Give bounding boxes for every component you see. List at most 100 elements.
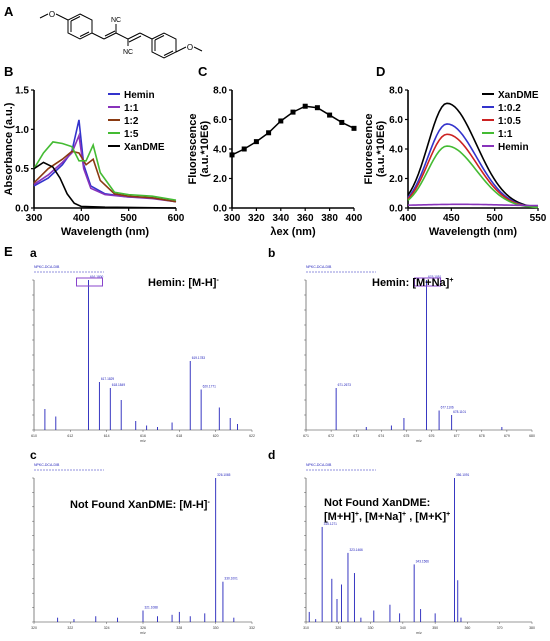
exc-x-tick-label: 380: [321, 213, 338, 224]
sub-letter-d: d: [268, 448, 276, 462]
chemical-structure: O NC NC O: [39, 10, 203, 59]
em-y-tick-label: 4.0: [389, 145, 403, 156]
em-y-tick-label: 2.0: [389, 174, 403, 185]
isocyanide-label-top: NC: [111, 17, 121, 24]
exc-point-2: [253, 139, 259, 145]
msb-x-tick-label: 676: [429, 434, 435, 438]
msa-x-tick-label: 618: [176, 434, 182, 438]
mass-spectrum-a: NPKC-DCA-DIB 610 612 614 616 618 620 622 m/z 616.…: [31, 265, 255, 443]
exc-point-5: [290, 109, 296, 115]
panel-letter-b: B: [4, 64, 14, 79]
msd-x-tick-label: 330: [368, 626, 374, 630]
abs-y-axis-label: Absorbance (a.u.): [3, 102, 15, 195]
abs-y-tick-label: 0.5: [15, 164, 29, 175]
chart-absorbance: 300 400 500 600 0.0 0.5 1.0 1.5 Wavelength (nm) A…: [3, 86, 185, 239]
msa-header: NPKC-DCA-DIB: [34, 265, 60, 269]
msa-peak-label-4: 620.1771: [203, 385, 217, 389]
em-legend-label-2: 1:0.5: [498, 116, 521, 127]
msd-header: NPKC-DCA-DIB: [306, 463, 332, 467]
em-series-line-4: [407, 203, 539, 207]
msb-x-tick-label: 678: [479, 434, 485, 438]
em-legend-label-4: Hemin: [498, 142, 529, 153]
em-y-tick-label: 8.0: [389, 86, 403, 97]
em-legend-label-1: 1:0.2: [498, 103, 521, 114]
em-series-line-3: [407, 145, 539, 209]
em-y-axis-label: Fluorescence: [363, 114, 375, 185]
msd-x-tick-label: 350: [432, 626, 438, 630]
msd-x-unit: m/z: [416, 631, 422, 635]
abs-x-tick-label: 500: [120, 213, 137, 224]
msc-x-tick-label: 324: [104, 626, 110, 630]
msd-title-part-0: +: [355, 511, 359, 518]
abs-legend-label-0: Hemin: [124, 90, 155, 101]
msa-x-tick-label: 622: [249, 434, 255, 438]
exc-point-10: [351, 125, 357, 131]
exc-point-7: [314, 105, 320, 111]
msb-title-sup: +: [449, 277, 453, 284]
msa-x-unit: m/z: [140, 439, 146, 443]
chart-excitation: 300 320 340 360 380 400 0.0 2.0 4.0 6.0 8.0 λex (nm…: [187, 86, 363, 239]
msb-x-tick-label: 680: [529, 434, 535, 438]
oxygen-label-left: O: [49, 10, 55, 19]
msd-x-tick-label: 340: [400, 626, 406, 630]
msa-peak-label-1: 617.1829: [101, 377, 115, 381]
msc-x-tick-label: 320: [31, 626, 37, 630]
msc-peak-label-2: 330.1001: [224, 577, 238, 581]
abs-y-tick-label: 1.0: [15, 125, 29, 136]
msa-title: Hemin: [M-H]-: [148, 277, 219, 289]
exc-point-3: [266, 130, 272, 136]
msc-peak-label-1: 326.1065: [217, 473, 231, 477]
msb-peak-label-3: 678.1101: [453, 410, 466, 414]
exc-x-tick-label: 300: [224, 213, 241, 224]
msb-x-tick-label: 679: [504, 434, 510, 438]
msc-x-tick-label: 326: [140, 626, 146, 630]
exc-y-tick-label: 2.0: [213, 174, 227, 185]
msb-peak-label-1: 676.1051: [428, 275, 442, 279]
oxygen-label-right: O: [187, 43, 193, 52]
msd-x-tick-label: 380: [529, 626, 535, 630]
em-x-tick-label: 550: [530, 213, 547, 224]
exc-y-tick-label: 6.0: [213, 115, 227, 126]
abs-series-line-3: [33, 141, 177, 201]
msb-title: Hemin: [M+Na]+: [372, 277, 453, 289]
msc-header: NPKC-DCA-DIB: [34, 463, 60, 467]
msb-x-tick-label: 677: [454, 434, 460, 438]
abs-legend-label-4: XanDME: [124, 142, 165, 153]
msb-peak-label-2: 677.1106: [441, 406, 454, 410]
abs-x-tick-label: 400: [73, 213, 90, 224]
em-y-tick-label: 6.0: [389, 115, 403, 126]
em-y-axis-label-units: (a.u.*10E6): [375, 121, 387, 178]
isocyanide-label-bottom: NC: [123, 49, 133, 56]
msd-title: Not Found XanDME:: [324, 497, 430, 509]
panel-letter-c: C: [198, 64, 208, 79]
msb-header: NPKC-DCA-DIB: [306, 265, 332, 269]
em-legend-label-3: 1:1: [498, 129, 513, 140]
msa-peak-label-0: 616.1800: [90, 275, 104, 279]
msa-x-tick-label: 614: [104, 434, 110, 438]
abs-legend-label-1: 1:1: [124, 103, 139, 114]
exc-y-axis-label: Fluorescence: [187, 114, 199, 185]
msb-peak-label-0: 671.2673: [338, 383, 352, 387]
em-x-tick-label: 400: [400, 213, 417, 224]
exc-x-axis-label: λex (nm): [270, 226, 316, 238]
abs-legend-label-3: 1:5: [124, 129, 139, 140]
msc-x-tick-label: 328: [176, 626, 182, 630]
msd-title-line2: [M+H]+, [M+Na]+ , [M+K]+: [324, 511, 450, 523]
sub-letter-b: b: [268, 246, 276, 260]
msc-peak-label-0: 321.1088: [145, 605, 159, 609]
abs-series-line-4: [33, 161, 177, 209]
mass-spectrum-d: NPKC-DCA-DIB 310 320 330 340 350 360 370 380 m/z 3…: [303, 463, 535, 635]
msd-x-tick-label: 360: [465, 626, 471, 630]
msa-peak-label-2: 618.1849: [112, 383, 126, 387]
abs-x-tick-label: 600: [168, 213, 185, 224]
exc-point-8: [327, 112, 333, 118]
msd-title-part-2: +: [402, 511, 406, 518]
em-legend-label-0: XanDME: [498, 90, 539, 101]
msd-x-tick-label: 320: [335, 626, 341, 630]
msd-peak-label-3: 356.1091: [456, 473, 470, 477]
msb-x-tick-label: 675: [404, 434, 410, 438]
panel-letter-d: D: [376, 64, 386, 79]
mass-spectrum-b: NPKC-DCA-DIB 671 672 673 674 675 676 677 678 679 6…: [303, 265, 535, 443]
em-x-tick-label: 500: [486, 213, 503, 224]
exc-y-tick-label: 4.0: [213, 145, 227, 156]
